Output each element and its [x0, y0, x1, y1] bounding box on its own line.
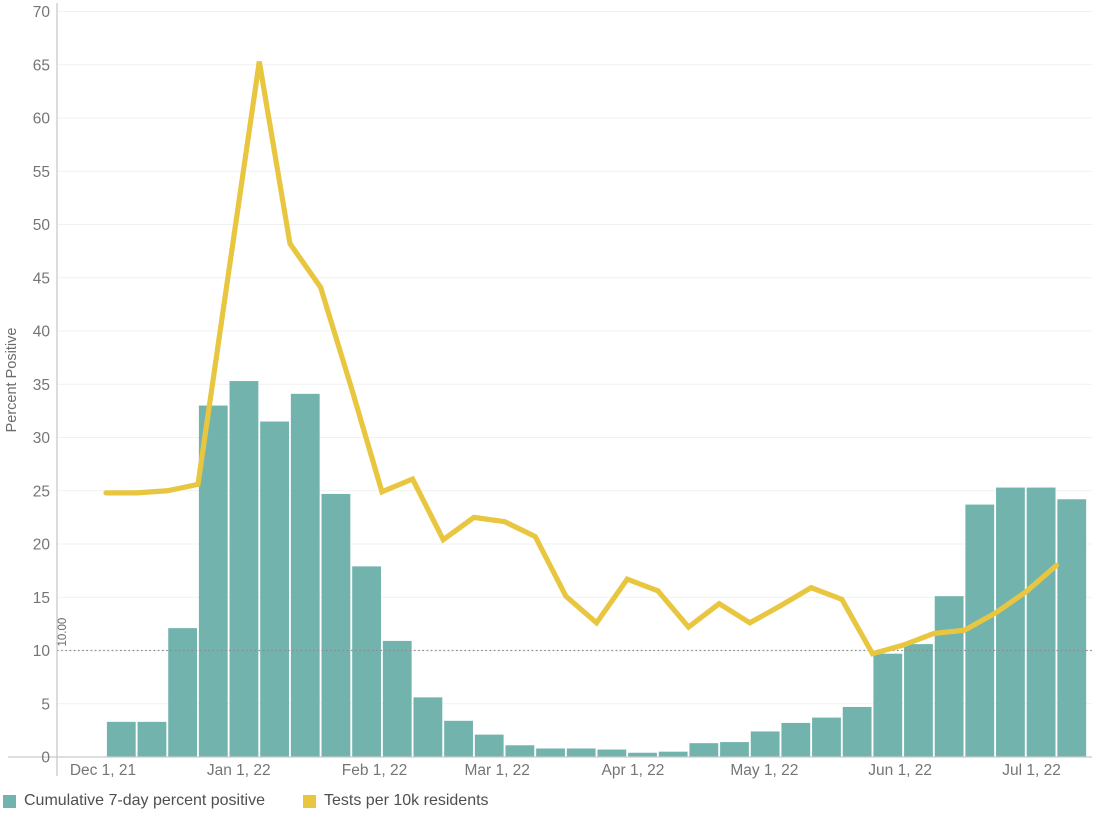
bar-week-3[interactable] [198, 405, 228, 757]
legend-item-tests-per-10k[interactable]: Tests per 10k residents [303, 792, 489, 810]
legend-swatch-percent-positive [3, 794, 16, 808]
bar-week-30[interactable] [1026, 487, 1056, 757]
x-tick-label-4: Apr 1, 22 [602, 762, 665, 779]
bar-week-0[interactable] [106, 721, 136, 757]
bar-week-16[interactable] [597, 749, 627, 757]
y-tick-label-35: 35 [33, 377, 50, 394]
y-tick-label-60: 60 [33, 111, 51, 128]
reference-line-label: 10.00 [57, 618, 69, 647]
bar-week-1[interactable] [137, 721, 167, 757]
bar-week-8[interactable] [352, 566, 381, 757]
bar-week-4[interactable] [229, 381, 259, 757]
y-tick-label-30: 30 [33, 430, 51, 447]
x-tick-label-5: May 1, 22 [730, 762, 798, 779]
bar-week-31[interactable] [1057, 499, 1087, 757]
x-tick-label-6: Jun 1, 22 [868, 762, 932, 779]
tests-per-10k-line[interactable] [103, 61, 1060, 657]
bar-week-19[interactable] [689, 743, 719, 757]
y-tick-label-50: 50 [33, 217, 51, 234]
y-tick-label-5: 5 [41, 696, 50, 713]
legend: Cumulative 7-day percent positive Tests … [3, 792, 489, 810]
legend-label-tests-per-10k: Tests per 10k residents [324, 792, 489, 809]
bar-week-6[interactable] [290, 393, 320, 757]
bar-week-26[interactable] [904, 644, 933, 757]
bar-week-28[interactable] [965, 504, 995, 757]
bar-week-23[interactable] [812, 717, 841, 757]
y-tick-label-65: 65 [33, 57, 50, 74]
bar-week-11[interactable] [444, 720, 473, 757]
bar-week-24[interactable] [842, 706, 872, 757]
bar-week-25[interactable] [873, 653, 903, 757]
bar-week-9[interactable] [382, 640, 412, 757]
bar-week-10[interactable] [413, 697, 443, 757]
y-tick-label-15: 15 [33, 590, 50, 607]
x-tick-label-2: Feb 1, 22 [342, 762, 408, 779]
x-tick-label-7: Jul 1, 22 [1002, 762, 1061, 779]
y-tick-label-55: 55 [33, 164, 50, 181]
bar-week-15[interactable] [566, 748, 596, 757]
bar-week-21[interactable] [750, 731, 780, 757]
legend-item-percent-positive[interactable]: Cumulative 7-day percent positive [3, 792, 265, 810]
x-tick-label-1: Jan 1, 22 [207, 762, 271, 779]
bar-week-18[interactable] [658, 751, 688, 757]
legend-swatch-tests-per-10k [303, 794, 317, 808]
bar-week-27[interactable] [934, 596, 964, 757]
y-tick-label-70: 70 [33, 4, 51, 21]
y-tick-label-10: 10 [33, 643, 51, 660]
bar-week-7[interactable] [321, 493, 351, 757]
bar-week-12[interactable] [474, 734, 504, 757]
bar-week-20[interactable] [720, 742, 749, 757]
bar-week-29[interactable] [996, 487, 1025, 757]
bar-week-14[interactable] [536, 748, 565, 757]
bar-week-17[interactable] [628, 752, 657, 757]
y-tick-label-0: 0 [41, 750, 50, 767]
y-tick-label-20: 20 [33, 537, 51, 554]
y-axis-title: Percent Positive [4, 328, 20, 433]
bar-week-5[interactable] [260, 421, 289, 757]
y-tick-label-45: 45 [33, 270, 50, 287]
y-tick-label-40: 40 [33, 324, 51, 341]
bar-week-13[interactable] [505, 745, 535, 757]
x-tick-label-0: Dec 1, 21 [70, 762, 136, 779]
bar-week-22[interactable] [781, 722, 811, 757]
x-tick-label-3: Mar 1, 22 [464, 762, 529, 779]
bar-week-2[interactable] [168, 628, 198, 757]
legend-label-percent-positive: Cumulative 7-day percent positive [24, 792, 266, 809]
y-tick-label-25: 25 [33, 483, 50, 500]
